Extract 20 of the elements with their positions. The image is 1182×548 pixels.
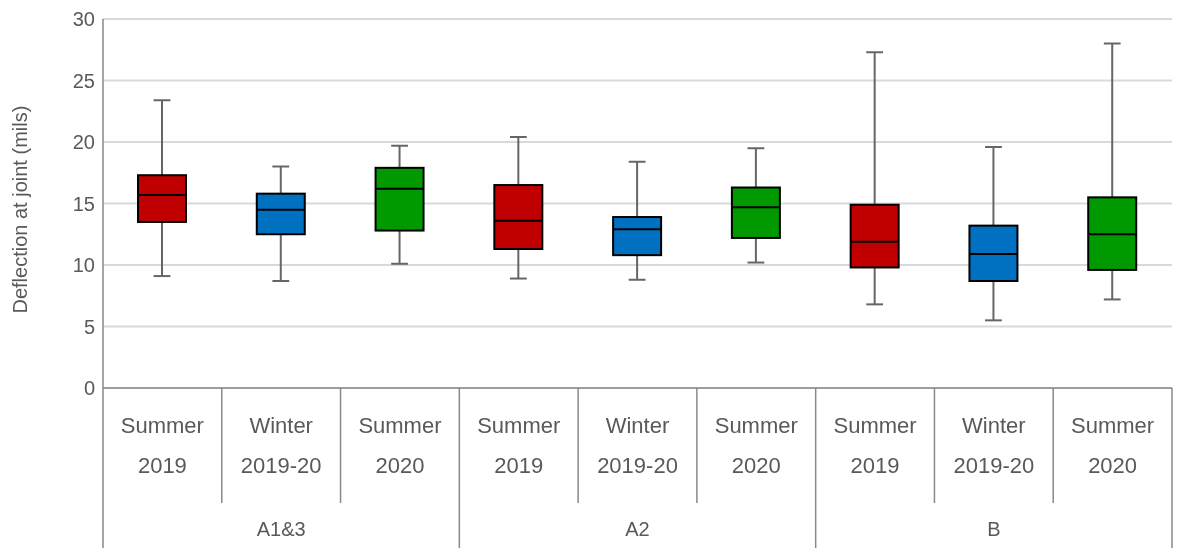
x-tick-label: Summer 2019	[833, 413, 917, 478]
x-tick-label: Summer 2020	[358, 413, 442, 478]
x-tick-label: Winter 2019-20	[597, 413, 678, 478]
x-tick-label: Winter 2019-20	[240, 413, 322, 478]
y-tick-label: 10	[72, 254, 95, 277]
x-tick-label: Summer 2019	[120, 413, 204, 478]
y-tick-label: 0	[83, 377, 95, 400]
y-tick-label: 25	[72, 69, 95, 92]
x-tick-label: Summer 2019	[477, 413, 561, 478]
text: B	[987, 518, 1001, 540]
y-tick-label: 15	[72, 192, 95, 215]
x-tick-label: Winter 2019-20	[953, 413, 1035, 478]
y-tick-label: 5	[83, 315, 95, 338]
y-tick-label: 20	[72, 131, 95, 154]
text: A1&3	[256, 518, 306, 540]
y-axis-title: Deflection at joint (mils)	[9, 105, 32, 314]
x-tick-label: Summer 2020	[1071, 413, 1155, 478]
y-tick-label: 30	[72, 8, 95, 31]
x-tick-label: Summer 2020	[714, 413, 798, 478]
text: A2	[625, 518, 650, 540]
